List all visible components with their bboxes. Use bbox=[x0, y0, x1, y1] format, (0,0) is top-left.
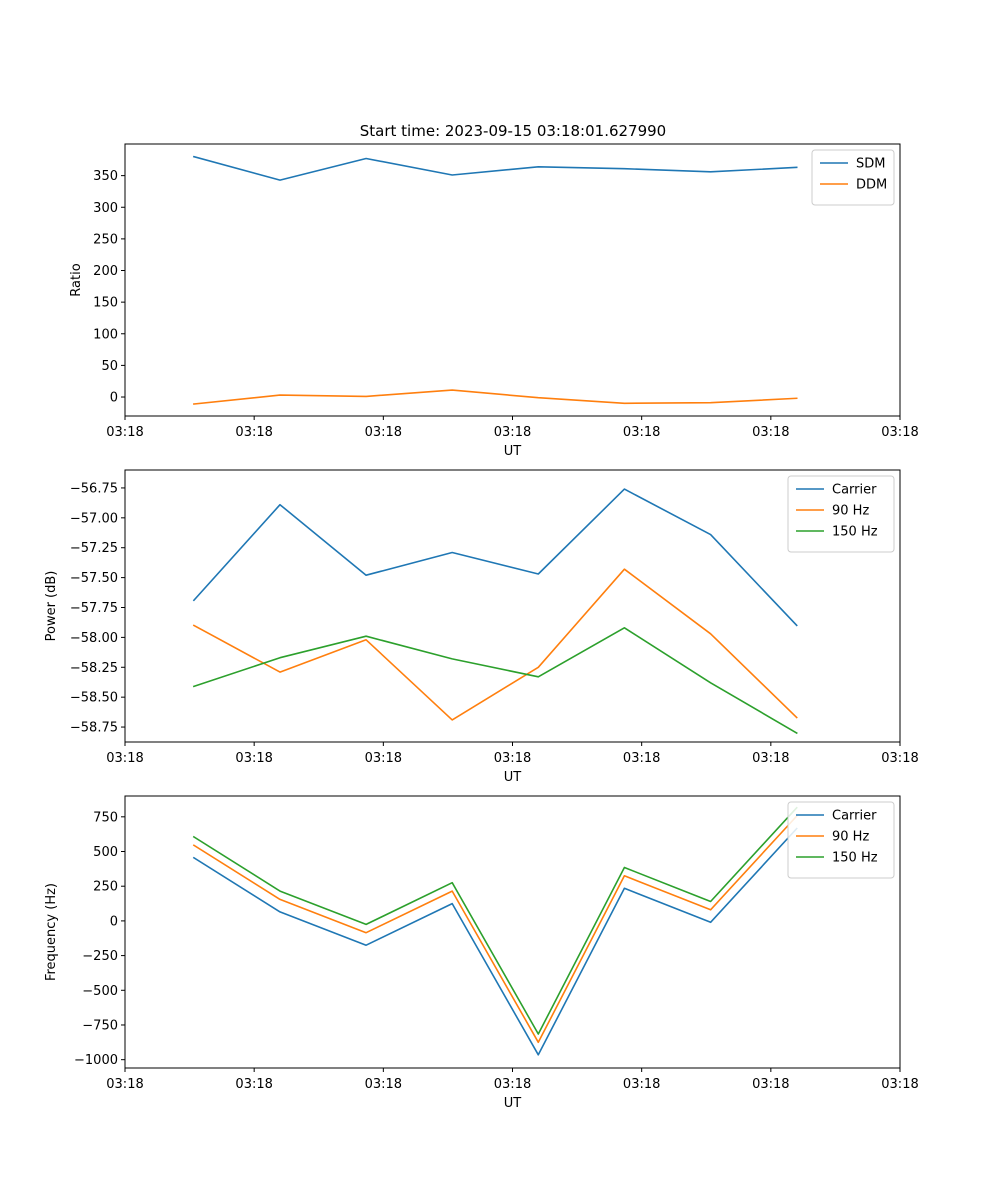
power-y-tick-label: −56.75 bbox=[70, 481, 118, 496]
power-series-line-90-hz bbox=[192, 568, 798, 721]
frequency-legend-label: Carrier bbox=[832, 809, 877, 824]
frequency-plot-area bbox=[124, 795, 901, 1069]
power-x-tick-label: 03:18 bbox=[623, 751, 660, 766]
ratio-panel: 0 50 100 150 200 250 300 350 03:18 03:18 03:18 03:1… bbox=[69, 143, 919, 459]
frequency-x-tick-label: 03:18 bbox=[106, 1077, 143, 1092]
frequency-x-tick-label: 03:18 bbox=[881, 1077, 918, 1092]
frequency-series-line-150-hz bbox=[192, 806, 798, 1035]
power-legend-box bbox=[787, 475, 895, 553]
power-y-tick-label: −58.50 bbox=[70, 691, 118, 706]
power-y-tick-label: −58.00 bbox=[70, 631, 118, 646]
power-plot-area bbox=[124, 469, 901, 743]
power-series-line-carrier bbox=[192, 488, 798, 627]
ratio-legend-label: DDM bbox=[856, 178, 887, 193]
ratio-y-axis-label: Ratio bbox=[69, 263, 84, 296]
ratio-y-tick-label: 0 bbox=[110, 391, 118, 406]
frequency-y-tick-label: −250 bbox=[82, 949, 118, 964]
frequency-y-tick-label: 500 bbox=[93, 845, 118, 860]
frequency-panel: −1000 −750 −500 −250 0 250 500 750 03:18 03:18 03:… bbox=[44, 795, 919, 1111]
ratio-x-tick-label: 03:18 bbox=[235, 425, 272, 440]
ratio-series-line-ddm bbox=[193, 389, 798, 405]
figure-title: Start time: 2023-09-15 03:18:01.627990 bbox=[360, 122, 666, 140]
power-x-tick-label: 03:18 bbox=[881, 751, 918, 766]
power-legend: Carrier 90 Hz 150 Hz bbox=[787, 475, 895, 553]
power-x-axis-label: UT bbox=[504, 770, 522, 785]
ratio-x-tick-label: 03:18 bbox=[365, 425, 402, 440]
ratio-y-tick-label: 300 bbox=[93, 201, 118, 216]
frequency-x-tick-label: 03:18 bbox=[235, 1077, 272, 1092]
frequency-series-line-carrier bbox=[192, 827, 798, 1056]
ratio-x-tick-label: 03:18 bbox=[623, 425, 660, 440]
frequency-x-axis-label: UT bbox=[504, 1096, 522, 1111]
ratio-legend: SDM DDM bbox=[811, 149, 895, 206]
ratio-x-tick-label: 03:18 bbox=[752, 425, 789, 440]
frequency-x-tick-label: 03:18 bbox=[365, 1077, 402, 1092]
power-legend-label: Carrier bbox=[832, 483, 877, 498]
power-y-tick-label: −57.00 bbox=[70, 511, 118, 526]
power-y-tick-label: −57.25 bbox=[70, 541, 118, 556]
ratio-x-tick-label: 03:18 bbox=[881, 425, 918, 440]
power-panel: −58.75 −58.50 −58.25 −58.00 −57.75 −57.50 −57.… bbox=[44, 469, 919, 785]
ratio-x-axis-label: UT bbox=[504, 444, 522, 459]
frequency-x-tick-label: 03:18 bbox=[623, 1077, 660, 1092]
ratio-series-line-sdm bbox=[192, 155, 798, 181]
power-legend-label: 90 Hz bbox=[832, 504, 869, 519]
power-y-tick-label: −57.50 bbox=[70, 571, 118, 586]
power-y-tick-label: −57.75 bbox=[70, 601, 118, 616]
ratio-y-tick-label: 150 bbox=[93, 296, 118, 311]
power-x-tick-label: 03:18 bbox=[494, 751, 531, 766]
power-y-axis-label: Power (dB) bbox=[44, 571, 59, 642]
power-y-tick-label: −58.75 bbox=[70, 721, 118, 736]
frequency-y-tick-label: −750 bbox=[82, 1018, 118, 1033]
ratio-y-tick-label: 100 bbox=[93, 327, 118, 342]
ratio-y-tick-label: 250 bbox=[93, 232, 118, 247]
frequency-y-axis-label: Frequency (Hz) bbox=[44, 883, 59, 981]
power-x-tick-label: 03:18 bbox=[752, 751, 789, 766]
power-x-tick-label: 03:18 bbox=[106, 751, 143, 766]
frequency-series-line-90-hz bbox=[192, 814, 798, 1044]
frequency-legend-label: 150 Hz bbox=[832, 851, 878, 866]
ratio-plot-area bbox=[124, 143, 901, 417]
frequency-y-tick-label: 0 bbox=[110, 914, 118, 929]
frequency-x-tick-label: 03:18 bbox=[752, 1077, 789, 1092]
power-x-tick-label: 03:18 bbox=[235, 751, 272, 766]
power-legend-label: 150 Hz bbox=[832, 525, 878, 540]
ratio-y-tick-label: 350 bbox=[93, 169, 118, 184]
frequency-legend-label: 90 Hz bbox=[832, 830, 869, 845]
power-x-tick-label: 03:18 bbox=[365, 751, 402, 766]
frequency-y-tick-label: −500 bbox=[82, 984, 118, 999]
ratio-legend-label: SDM bbox=[856, 157, 885, 172]
frequency-x-tick-label: 03:18 bbox=[494, 1077, 531, 1092]
frequency-y-tick-label: −1000 bbox=[74, 1053, 118, 1068]
frequency-legend-box bbox=[787, 801, 895, 879]
power-y-tick-label: −58.25 bbox=[70, 661, 118, 676]
frequency-y-tick-label: 750 bbox=[93, 810, 118, 825]
ratio-y-tick-label: 200 bbox=[93, 264, 118, 279]
frequency-y-tick-label: 250 bbox=[93, 880, 118, 895]
frequency-legend: Carrier 90 Hz 150 Hz bbox=[787, 801, 895, 879]
ratio-x-tick-label: 03:18 bbox=[106, 425, 143, 440]
ratio-y-tick-label: 50 bbox=[101, 359, 118, 374]
ratio-x-tick-label: 03:18 bbox=[494, 425, 531, 440]
power-series-line-150-hz bbox=[192, 626, 798, 735]
